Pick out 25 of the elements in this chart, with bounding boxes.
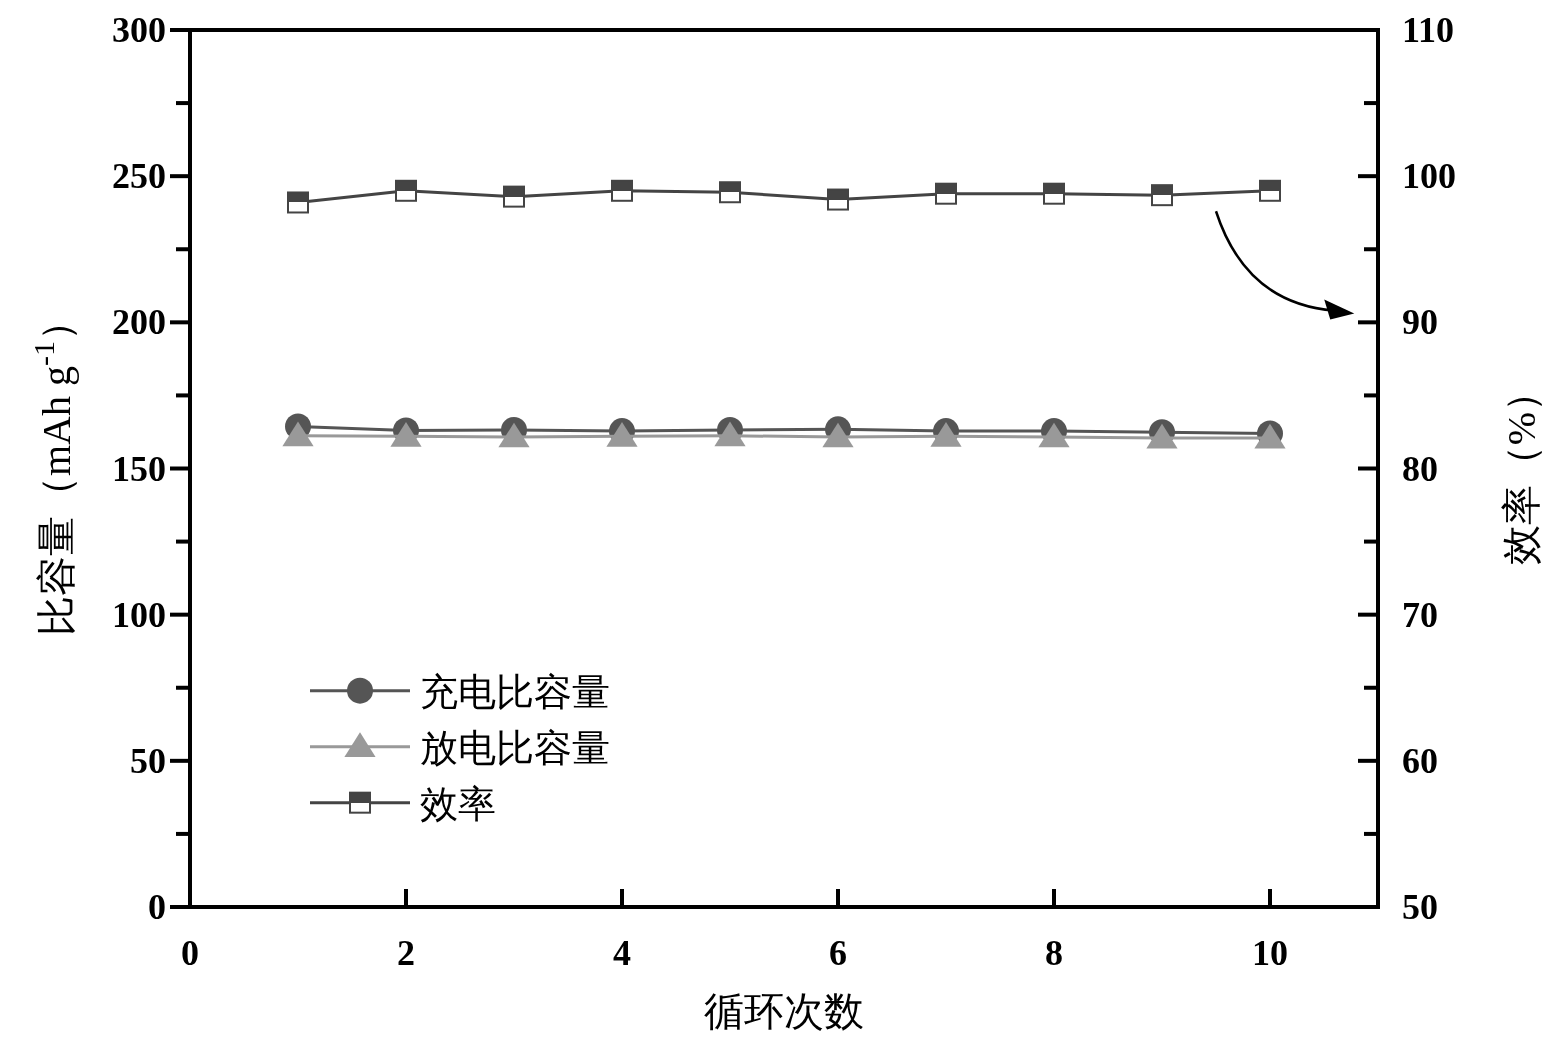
y2-tick-label: 100 bbox=[1402, 156, 1456, 197]
x-tick-label: 8 bbox=[1045, 933, 1063, 973]
y2-tick-label: 110 bbox=[1402, 10, 1455, 50]
y-tick-label: 300 bbox=[112, 10, 166, 50]
y-tick-label: 250 bbox=[112, 156, 166, 197]
y2-axis-title: 效率（%） bbox=[1499, 371, 1544, 566]
y-tick-label: 200 bbox=[112, 302, 166, 343]
y-tick-label: 50 bbox=[130, 740, 166, 781]
y2-tick-label: 70 bbox=[1402, 594, 1438, 635]
x-tick-label: 4 bbox=[613, 933, 631, 973]
legend-label: 效率 bbox=[420, 782, 496, 825]
y2-tick-label: 80 bbox=[1402, 448, 1438, 489]
y-tick-label: 0 bbox=[148, 887, 166, 927]
y-tick-label: 150 bbox=[112, 448, 166, 489]
y2-tick-label: 90 bbox=[1402, 302, 1438, 343]
x-axis-title: 循环次数 bbox=[704, 989, 864, 1034]
x-tick-label: 0 bbox=[181, 933, 199, 973]
legend-label: 充电比容量 bbox=[420, 670, 610, 713]
y2-tick-label: 50 bbox=[1402, 887, 1438, 927]
y-tick-label: 100 bbox=[112, 594, 166, 635]
x-tick-label: 6 bbox=[829, 933, 847, 973]
y2-tick-label: 60 bbox=[1402, 740, 1438, 781]
legend-label: 放电比容量 bbox=[420, 726, 610, 769]
x-tick-label: 10 bbox=[1252, 933, 1288, 973]
x-tick-label: 2 bbox=[397, 933, 415, 973]
